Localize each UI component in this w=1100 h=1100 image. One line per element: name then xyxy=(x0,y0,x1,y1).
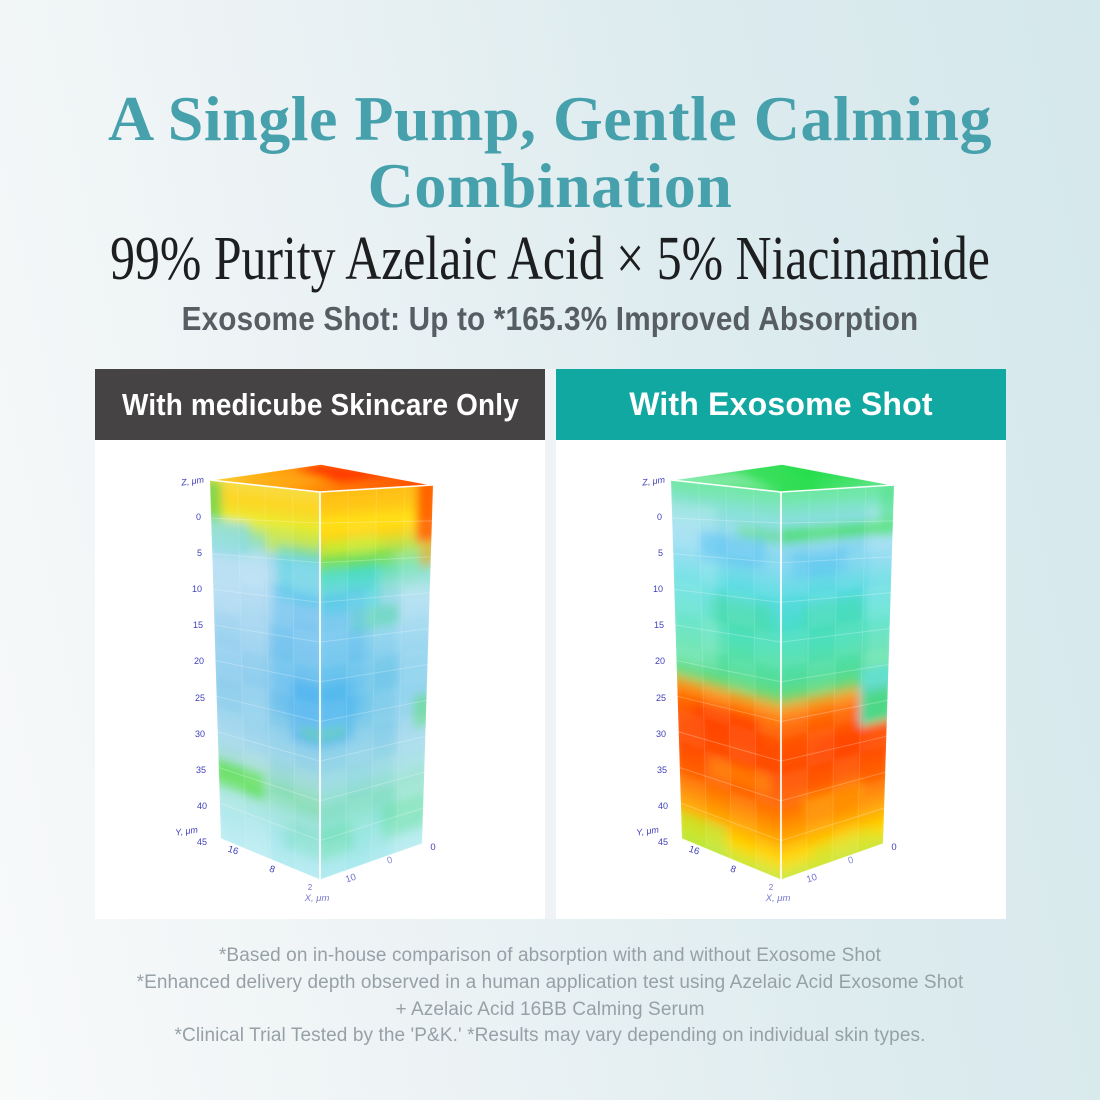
svg-text:0: 0 xyxy=(386,855,394,867)
svg-text:0: 0 xyxy=(430,842,435,853)
svg-text:10: 10 xyxy=(344,872,357,886)
svg-text:0: 0 xyxy=(196,512,201,522)
svg-text:2: 2 xyxy=(308,883,313,892)
svg-text:Y, μm: Y, μm xyxy=(636,824,660,837)
svg-text:20: 20 xyxy=(194,656,204,666)
svg-text:10: 10 xyxy=(653,584,663,594)
svg-text:5: 5 xyxy=(197,548,202,558)
svg-text:45: 45 xyxy=(197,837,207,847)
svg-text:10: 10 xyxy=(192,584,202,594)
svg-text:2: 2 xyxy=(769,883,774,892)
svg-text:16: 16 xyxy=(226,844,239,858)
svg-text:X, μm: X, μm xyxy=(304,893,330,904)
svg-text:Z, μm: Z, μm xyxy=(180,474,206,487)
svg-text:Y, μm: Y, μm xyxy=(175,824,199,837)
svg-text:30: 30 xyxy=(656,729,666,739)
svg-text:45: 45 xyxy=(658,837,668,847)
svg-text:40: 40 xyxy=(197,801,207,811)
svg-text:8: 8 xyxy=(729,864,737,876)
svg-text:25: 25 xyxy=(195,693,205,703)
svg-text:10: 10 xyxy=(805,872,818,886)
svg-text:16: 16 xyxy=(687,844,700,858)
svg-text:20: 20 xyxy=(655,656,665,666)
svg-text:Z, μm: Z, μm xyxy=(641,474,667,487)
svg-text:30: 30 xyxy=(195,729,205,739)
svg-text:8: 8 xyxy=(268,864,276,876)
svg-text:0: 0 xyxy=(891,842,896,853)
svg-text:15: 15 xyxy=(193,620,203,630)
svg-text:40: 40 xyxy=(658,801,668,811)
svg-text:25: 25 xyxy=(656,693,666,703)
svg-text:35: 35 xyxy=(657,765,667,775)
svg-text:15: 15 xyxy=(654,620,664,630)
svg-text:5: 5 xyxy=(658,548,663,558)
svg-text:35: 35 xyxy=(196,765,206,775)
svg-text:0: 0 xyxy=(847,855,855,867)
svg-text:0: 0 xyxy=(657,512,662,522)
svg-text:X, μm: X, μm xyxy=(765,893,791,904)
